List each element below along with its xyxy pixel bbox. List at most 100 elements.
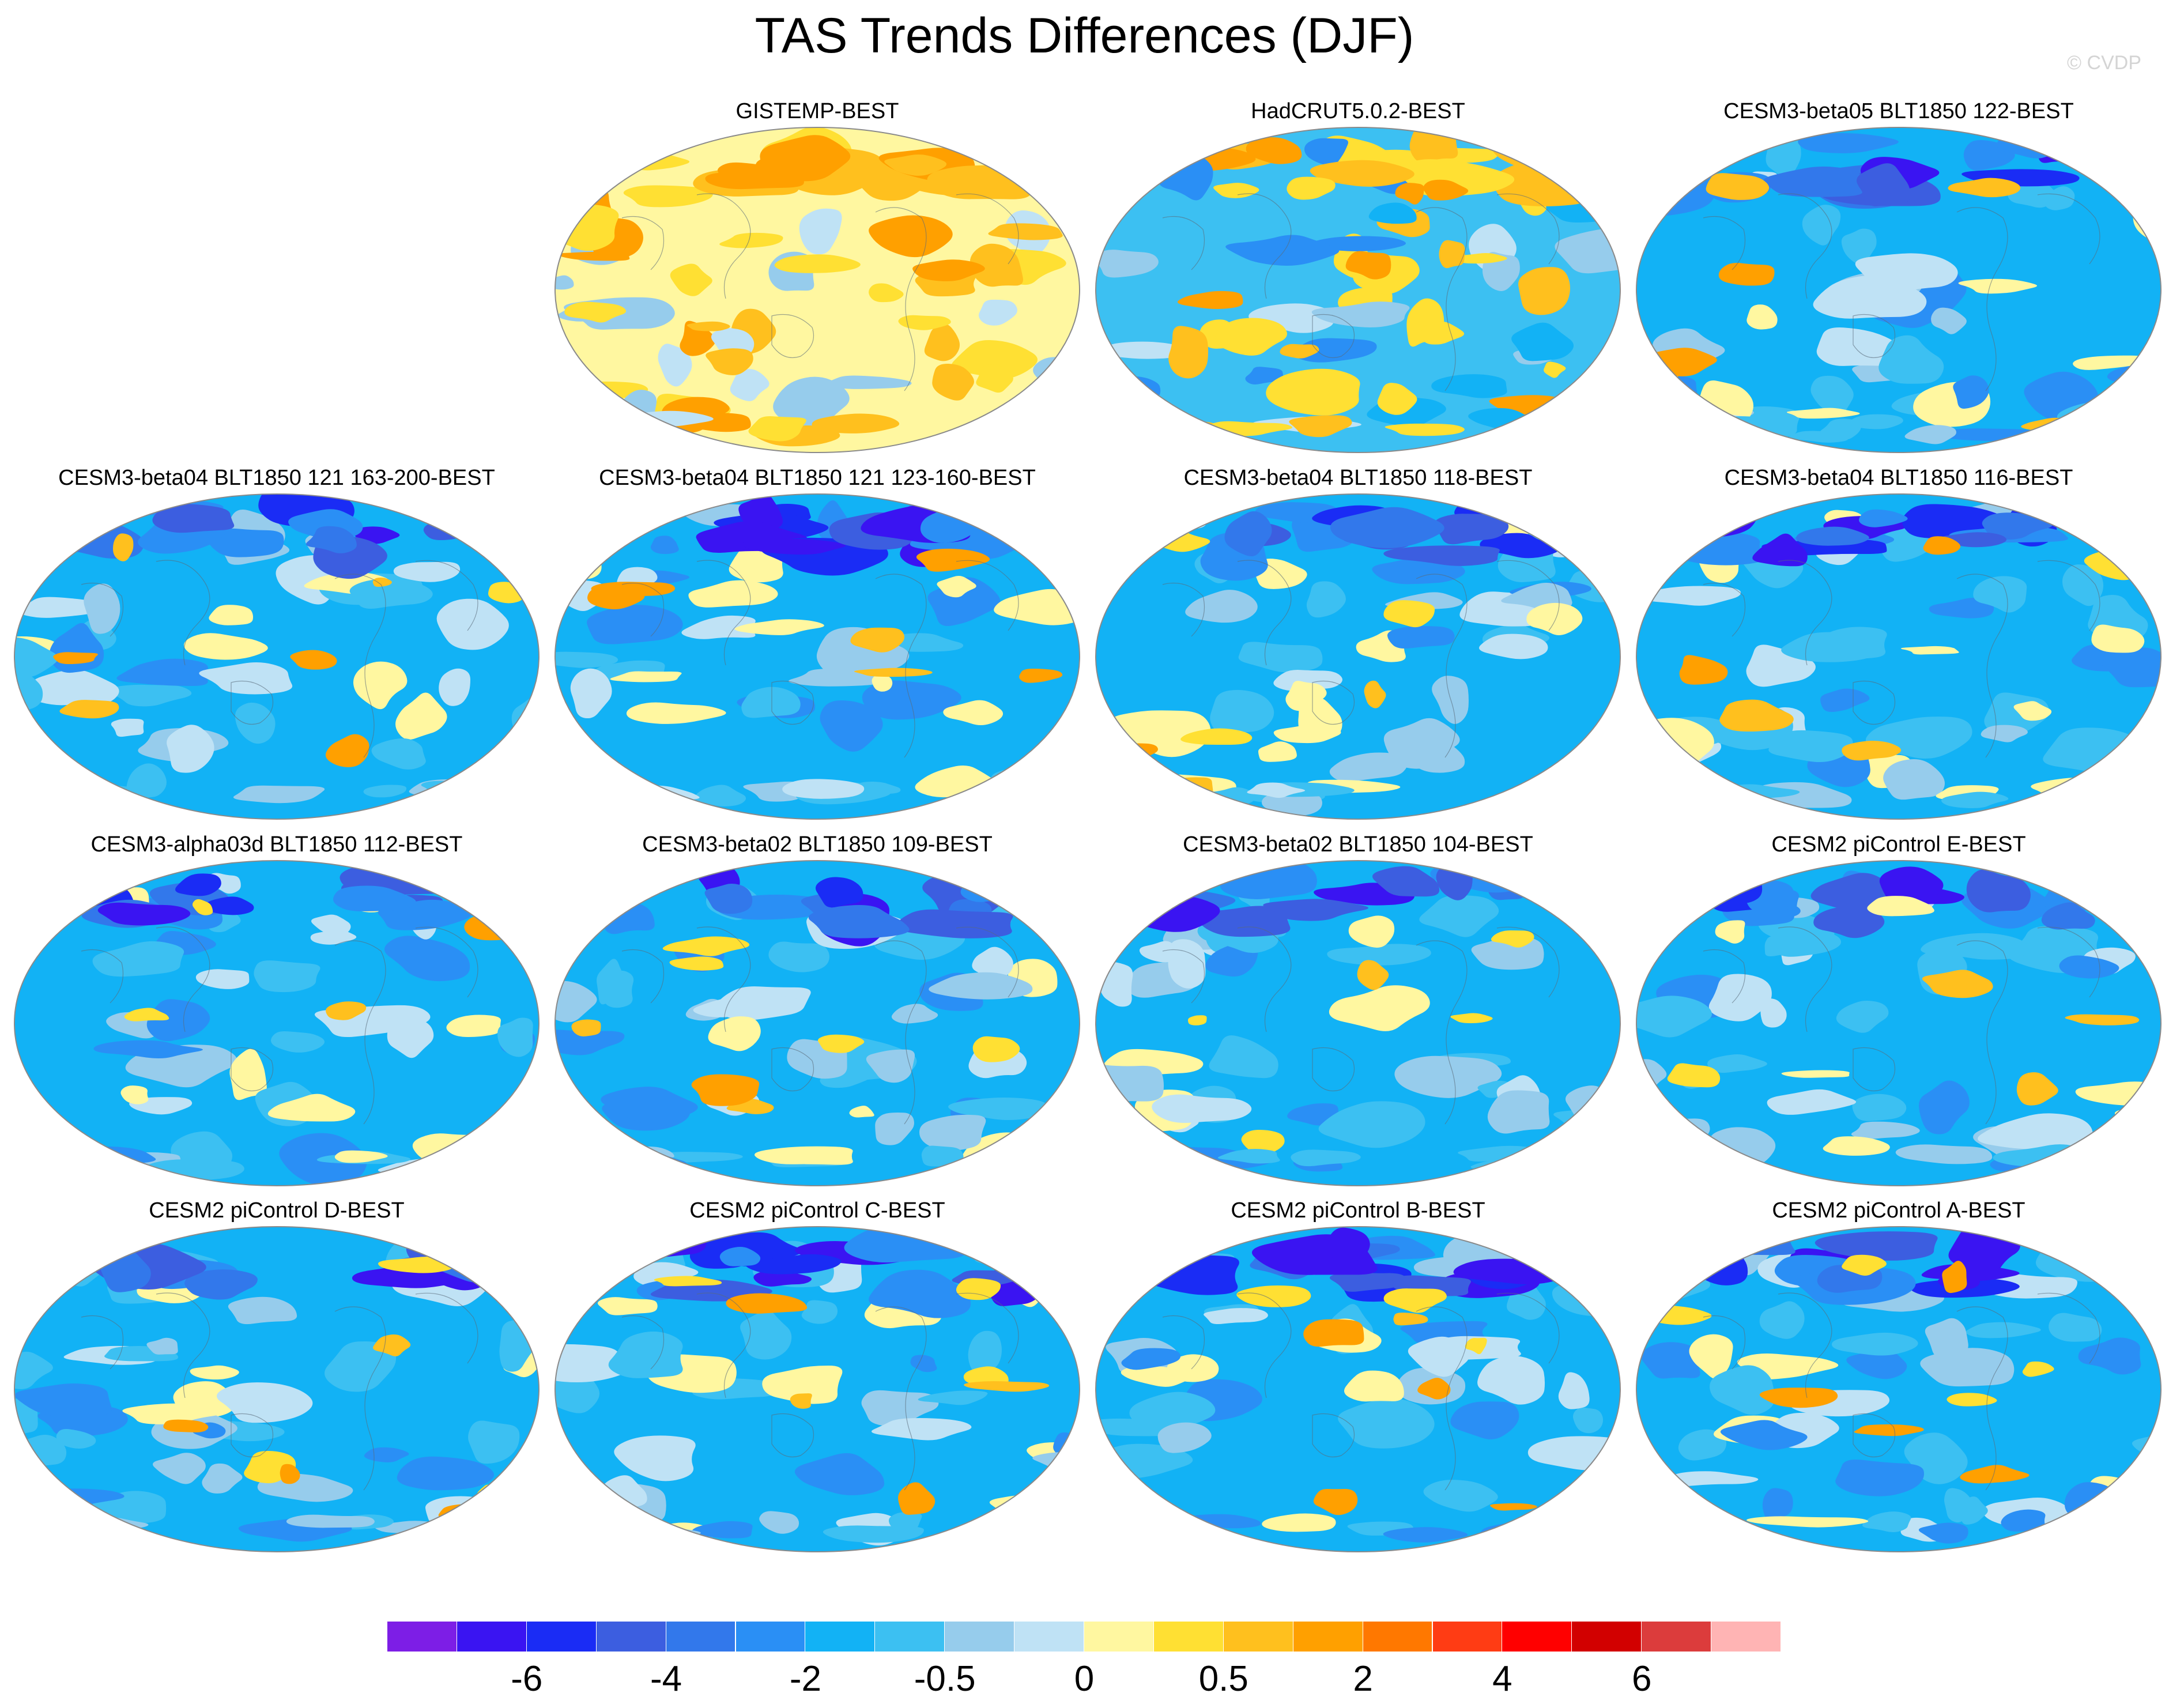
- anomaly-region: [1157, 1422, 1212, 1453]
- anomaly-region: [371, 738, 426, 770]
- warm-anomaly: [850, 627, 905, 653]
- antarctic-anomaly: [921, 1145, 964, 1167]
- anomaly-region: [364, 1447, 409, 1462]
- warm-anomaly: [1544, 361, 1566, 378]
- warm-anomaly: [1285, 681, 1327, 711]
- warm-anomaly: [43, 892, 82, 906]
- map-panel: HadCRUT5.0.2-BEST: [1093, 97, 1623, 466]
- coastline: [231, 1413, 274, 1458]
- anomaly-region: [107, 684, 192, 707]
- coastline: [1703, 1315, 1746, 1370]
- coastline: [771, 1413, 814, 1458]
- map-border: [1636, 493, 2162, 820]
- anomaly-region: [794, 1453, 885, 1495]
- warm-anomaly: [1104, 743, 1159, 761]
- map-panel: CESM2 piControl A-BEST: [1634, 1196, 2163, 1565]
- coastline: [1853, 1413, 1896, 1458]
- map-border: [1095, 127, 1621, 453]
- anomaly-region: [868, 1269, 971, 1318]
- panel-title: CESM2 piControl E-BEST: [1771, 832, 2026, 857]
- warm-anomaly: [2091, 624, 2145, 653]
- anomaly-region: [1209, 1035, 1278, 1079]
- anomaly-region: [228, 1296, 297, 1325]
- arctic-anomaly: [1246, 137, 1302, 164]
- warm-anomaly: [1706, 173, 1770, 200]
- anomaly-region: [14, 774, 65, 812]
- anomaly-region: [2073, 355, 2150, 370]
- antarctic-anomaly: [1788, 431, 1849, 443]
- arctic-anomaly: [815, 877, 863, 908]
- coastline: [1778, 1292, 1832, 1398]
- coastline: [696, 193, 751, 299]
- warm-anomaly: [326, 1001, 367, 1020]
- anomaly-region: [14, 1132, 59, 1177]
- coastline: [621, 582, 665, 637]
- panel-title: CESM2 piControl D-BEST: [149, 1198, 405, 1223]
- anomaly-region: [970, 243, 1023, 287]
- global-map: [554, 1226, 1080, 1552]
- antarctic-anomaly: [1170, 796, 1214, 812]
- anomaly-region: [384, 936, 470, 982]
- anomaly-region: [1168, 939, 1206, 989]
- coastline: [875, 207, 927, 391]
- warm-anomaly: [872, 674, 893, 692]
- map-border: [554, 860, 1080, 1186]
- anomaly-region: [1273, 670, 1343, 691]
- map-border: [554, 1226, 1080, 1552]
- anomaly-region: [1096, 250, 1159, 278]
- anomaly-region: [937, 576, 976, 598]
- anomaly-region: [730, 369, 769, 401]
- colorbar-swatch: [945, 1622, 1015, 1652]
- arctic-anomaly: [305, 526, 357, 553]
- anomaly-region: [891, 1004, 938, 1024]
- anomaly-region: [1760, 998, 1787, 1028]
- anomaly-region: [202, 1463, 243, 1494]
- coastline: [771, 314, 814, 359]
- anomaly-region: [1642, 586, 1741, 606]
- map-panel: CESM2 piControl D-BEST: [12, 1196, 541, 1565]
- warm-anomaly: [571, 1019, 601, 1036]
- coastline: [1162, 582, 1205, 637]
- panel-title: CESM3-beta02 BLT1850 104-BEST: [1183, 832, 1533, 857]
- anomaly-region: [14, 1398, 38, 1435]
- watermark: © CVDP: [2067, 52, 2141, 74]
- warm-anomaly: [1947, 1393, 1997, 1407]
- anomaly-region: [1878, 335, 1944, 384]
- anomaly-region: [468, 1420, 520, 1464]
- antarctic-anomaly: [1262, 1513, 1336, 1532]
- anomaly-region: [122, 1403, 224, 1424]
- antarctic-anomaly: [1918, 1522, 1968, 1544]
- warm-anomaly: [790, 1393, 812, 1409]
- coastline: [875, 940, 927, 1125]
- warm-anomaly: [956, 1278, 1001, 1300]
- coastline: [1162, 949, 1205, 1004]
- warm-anomaly: [464, 914, 515, 941]
- map-panel: CESM2 piControl C-BEST: [553, 1196, 1082, 1565]
- anomaly-region: [1759, 1301, 1805, 1339]
- arctic-anomaly: [1859, 509, 1908, 527]
- anomaly-region: [1121, 1365, 1194, 1387]
- antarctic-anomaly: [1862, 1511, 1911, 1532]
- coastline: [771, 680, 814, 725]
- anomaly-region: [2064, 1482, 2124, 1530]
- anomaly-region: [14, 1138, 55, 1153]
- warm-anomaly: [184, 633, 268, 660]
- coastline: [1312, 1413, 1355, 1458]
- coastline: [1703, 216, 1746, 270]
- global-map: [1095, 127, 1621, 453]
- anomaly-region: [1553, 1108, 1620, 1128]
- anomaly-region: [1707, 1054, 1767, 1073]
- warm-anomaly: [190, 1365, 239, 1380]
- coastline: [1496, 560, 1560, 631]
- anomaly-region: [688, 580, 778, 608]
- antarctic-anomaly: [1700, 1153, 1757, 1179]
- anomaly-region: [1033, 357, 1080, 397]
- warm-anomaly: [587, 584, 645, 609]
- antarctic-anomaly: [1895, 1144, 1993, 1164]
- anomaly-region: [1573, 1407, 1604, 1434]
- map-border: [1636, 127, 2162, 453]
- arctic-anomaly: [1879, 866, 1944, 905]
- warm-anomaly: [1960, 1465, 2030, 1484]
- warm-anomaly: [2022, 1361, 2054, 1377]
- anomaly-region: [14, 919, 50, 939]
